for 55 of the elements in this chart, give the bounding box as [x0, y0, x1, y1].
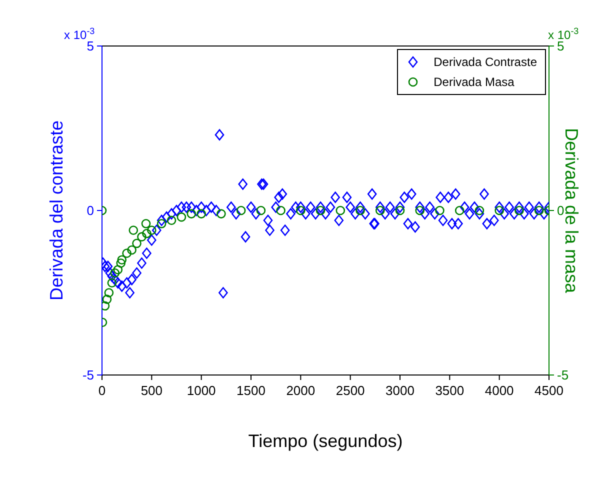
- point: [375, 206, 385, 216]
- point: [435, 206, 444, 216]
- point: [415, 206, 425, 216]
- point: [186, 209, 196, 218]
- point: [156, 219, 166, 228]
- y-axis-title: Derivada del contraste: [46, 120, 66, 301]
- point: [102, 294, 112, 304]
- point: [142, 228, 152, 238]
- x-tick-label: 3000: [386, 383, 414, 398]
- point: [236, 206, 246, 216]
- y-tick-label: 0: [86, 203, 94, 218]
- point: [454, 206, 464, 216]
- x-tick-label: 500: [140, 383, 163, 398]
- point: [117, 255, 127, 264]
- point: [474, 206, 484, 216]
- point: [116, 258, 126, 268]
- x-tick-label: 2000: [286, 383, 316, 398]
- y2-tick-label: -5: [557, 368, 569, 383]
- point: [113, 265, 123, 274]
- x-tick-label: 1500: [236, 383, 266, 398]
- point: [107, 278, 117, 288]
- point: [296, 206, 306, 216]
- x-tick-label: 2500: [336, 383, 365, 398]
- point: [166, 216, 176, 226]
- x-tick-label: 1000: [186, 383, 216, 398]
- point: [494, 206, 504, 216]
- point: [104, 288, 114, 298]
- point: [122, 248, 132, 258]
- point: [395, 206, 405, 216]
- x-tick-label: 0: [98, 383, 106, 398]
- point: [132, 238, 142, 248]
- x-tick-label: 4500: [534, 383, 564, 398]
- x-axis-title: Tiempo (segundos): [248, 430, 403, 451]
- y2-tick-label: 0: [557, 203, 564, 218]
- point: [216, 209, 226, 218]
- y-tick-label: -5: [82, 368, 94, 383]
- point: [514, 206, 524, 216]
- legend-label: Derivada Contraste: [434, 55, 537, 69]
- point: [316, 206, 326, 216]
- x-tick-label: 4000: [484, 383, 514, 398]
- x-tick-label: 3500: [435, 383, 464, 398]
- point: [356, 206, 365, 216]
- point: [127, 245, 136, 255]
- point: [176, 212, 186, 222]
- point: [256, 206, 266, 216]
- point: [336, 206, 346, 216]
- point: [128, 226, 138, 235]
- legend-label: Derivada Masa: [434, 75, 514, 89]
- point: [110, 268, 120, 278]
- point: [137, 232, 146, 242]
- point: [276, 206, 286, 216]
- point: [141, 219, 151, 228]
- point: [147, 226, 156, 235]
- point: [196, 209, 206, 218]
- point: [534, 206, 544, 216]
